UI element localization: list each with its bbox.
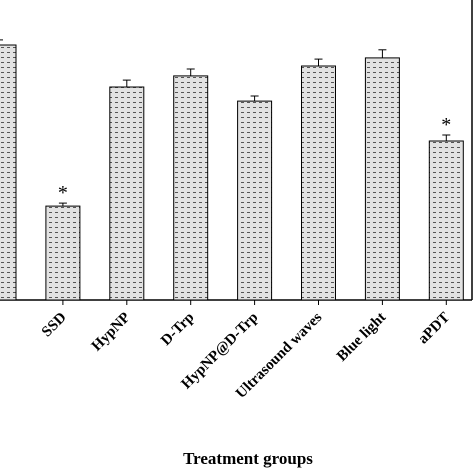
bar (364, 57, 400, 301)
x-tick-label: HypNP (89, 310, 134, 355)
x-axis-label: Treatment groups (183, 449, 313, 468)
bar (301, 65, 336, 301)
x-tick-label: aPDT (415, 310, 453, 348)
x-tick-label: Blue light (334, 310, 389, 365)
significance-mark: * (58, 182, 68, 204)
bar (237, 100, 273, 301)
bar (45, 205, 81, 301)
x-tick-label: SSD (39, 309, 70, 340)
bar (173, 75, 209, 301)
bar (428, 140, 464, 301)
bar (0, 44, 17, 301)
bar (109, 86, 145, 301)
significance-mark: * (441, 114, 451, 136)
x-tick-label: D-Trp (158, 310, 197, 349)
